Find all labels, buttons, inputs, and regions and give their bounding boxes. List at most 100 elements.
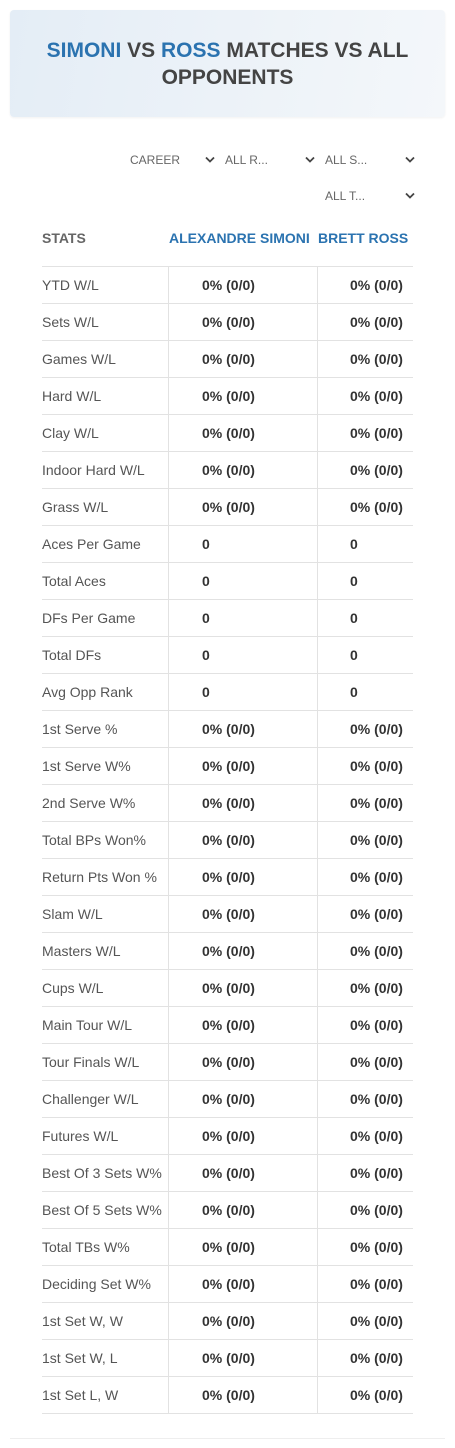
player1-value: 0% (0/0) <box>202 832 255 848</box>
player2-header[interactable]: BRETT ROSS <box>318 230 409 246</box>
row-divider <box>42 599 413 600</box>
stat-label: Tour Finals W/L <box>42 1054 140 1070</box>
row-divider <box>42 1265 413 1266</box>
row-divider <box>42 858 413 859</box>
player1-value: 0% (0/0) <box>202 462 255 478</box>
player1-value: 0% (0/0) <box>202 499 255 515</box>
row-divider <box>42 451 413 452</box>
player2-value: 0% (0/0) <box>350 499 403 515</box>
player2-value: 0 <box>350 610 358 626</box>
player1-value: 0% (0/0) <box>202 1054 255 1070</box>
player2-value: 0% (0/0) <box>350 1387 403 1403</box>
row-divider <box>42 1006 413 1007</box>
row-divider <box>42 1154 413 1155</box>
player2-value: 0% (0/0) <box>350 351 403 367</box>
stat-label: Total Aces <box>42 573 106 589</box>
filter-dropdown[interactable]: ALL T... <box>325 186 415 206</box>
filter-label[interactable]: ALL R... <box>225 153 268 167</box>
chevron <box>405 156 415 163</box>
filter-dropdown[interactable]: ALL S... <box>325 150 415 170</box>
player2-value: 0% (0/0) <box>350 721 403 737</box>
player1-value: 0 <box>202 536 210 552</box>
row-divider <box>42 1228 413 1229</box>
player2-value: 0% (0/0) <box>350 906 403 922</box>
chevron <box>305 156 315 163</box>
player2-value: 0 <box>350 536 358 552</box>
row-divider <box>42 1413 413 1414</box>
player1-value: 0% (0/0) <box>202 721 255 737</box>
player1-value: 0 <box>202 684 210 700</box>
player1-name[interactable]: SIMONI <box>46 39 122 62</box>
player1-value: 0% (0/0) <box>202 980 255 996</box>
title: SIMONI VS ROSS MATCHES VS ALL OPPONENTS <box>30 37 425 91</box>
player2-value: 0% (0/0) <box>350 980 403 996</box>
chevron <box>405 192 415 199</box>
player2-value: 0% (0/0) <box>350 795 403 811</box>
row-divider <box>42 673 413 674</box>
player2-value: 0% (0/0) <box>350 943 403 959</box>
player1-value: 0% (0/0) <box>202 1128 255 1144</box>
stat-label: 2nd Serve W% <box>42 795 136 811</box>
row-divider <box>42 266 413 267</box>
row-divider <box>42 895 413 896</box>
player2-value: 0% (0/0) <box>350 832 403 848</box>
player1-value: 0% (0/0) <box>202 795 255 811</box>
player1-value: 0% (0/0) <box>202 1202 255 1218</box>
stat-label: YTD W/L <box>42 277 99 293</box>
player2-value: 0% (0/0) <box>350 1165 403 1181</box>
stat-label: Sets W/L <box>42 314 99 330</box>
player1-value: 0% (0/0) <box>202 906 255 922</box>
stat-label: Aces Per Game <box>42 536 141 552</box>
player1-value: 0 <box>202 647 210 663</box>
player2-name[interactable]: ROSS <box>161 39 221 62</box>
player1-value: 0% (0/0) <box>202 314 255 330</box>
player1-header[interactable]: ALEXANDRE SIMONI <box>169 230 310 246</box>
filter-label[interactable]: ALL S... <box>325 153 368 167</box>
footer-divider <box>10 1438 445 1439</box>
stat-label: Total DFs <box>42 647 102 663</box>
filter-label[interactable]: CAREER <box>130 153 181 167</box>
stat-label: Best Of 3 Sets W% <box>42 1165 162 1181</box>
player2-value: 0% (0/0) <box>350 758 403 774</box>
row-divider <box>42 1191 413 1192</box>
column-divider <box>168 267 169 1414</box>
row-divider <box>42 932 413 933</box>
filter-dropdown[interactable]: ALL R... <box>225 150 315 170</box>
stat-label: Hard W/L <box>42 388 102 404</box>
player1-value: 0% (0/0) <box>202 1387 255 1403</box>
stat-label: DFs Per Game <box>42 610 136 626</box>
player2-value: 0% (0/0) <box>350 1276 403 1292</box>
row-divider <box>42 1302 413 1303</box>
row-divider <box>42 636 413 637</box>
stat-label: Total TBs W% <box>42 1239 130 1255</box>
stats-header: STATS <box>42 230 86 246</box>
row-divider <box>42 784 413 785</box>
row-divider <box>42 710 413 711</box>
stat-label: Futures W/L <box>42 1128 119 1144</box>
stat-label: Best Of 5 Sets W% <box>42 1202 162 1218</box>
stat-label: Avg Opp Rank <box>42 684 133 700</box>
filter-label[interactable]: ALL T... <box>325 189 366 203</box>
player2-value: 0% (0/0) <box>350 1239 403 1255</box>
stat-label: 1st Set W, W <box>42 1313 123 1329</box>
player2-value: 0 <box>350 573 358 589</box>
row-divider <box>42 488 413 489</box>
row-divider <box>42 303 413 304</box>
stat-label: Challenger W/L <box>42 1091 139 1107</box>
player2-value: 0% (0/0) <box>350 1054 403 1070</box>
row-divider <box>42 414 413 415</box>
player1-value: 0% (0/0) <box>202 1091 255 1107</box>
player2-value: 0% (0/0) <box>350 314 403 330</box>
player1-value: 0% (0/0) <box>202 425 255 441</box>
player2-value: 0 <box>350 647 358 663</box>
row-divider <box>42 1080 413 1081</box>
stat-label: 1st Set L, W <box>42 1387 119 1403</box>
player1-value: 0% (0/0) <box>202 1350 255 1366</box>
row-divider <box>42 525 413 526</box>
row-divider <box>42 969 413 970</box>
player2-value: 0% (0/0) <box>350 869 403 885</box>
player2-value: 0% (0/0) <box>350 1202 403 1218</box>
filter-dropdown[interactable]: CAREER <box>130 150 215 170</box>
row-divider <box>42 821 413 822</box>
